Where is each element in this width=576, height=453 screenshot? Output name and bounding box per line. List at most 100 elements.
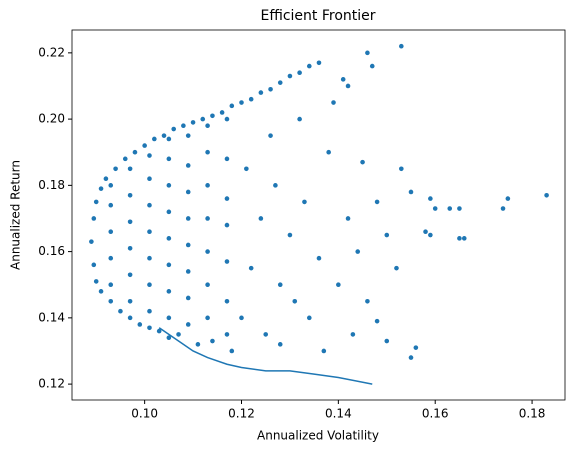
point xyxy=(432,206,438,211)
point xyxy=(219,110,225,115)
point xyxy=(302,199,307,205)
point xyxy=(500,206,506,211)
point xyxy=(350,332,356,337)
point xyxy=(147,325,152,331)
point xyxy=(268,86,273,92)
x-tick-label: 0.16 xyxy=(422,407,449,421)
point xyxy=(277,80,283,85)
point xyxy=(292,298,298,304)
point xyxy=(93,199,99,205)
point xyxy=(321,348,327,354)
point xyxy=(229,103,235,109)
point xyxy=(336,282,341,288)
point xyxy=(166,335,172,341)
point xyxy=(195,342,201,347)
point xyxy=(384,232,390,238)
point xyxy=(205,249,210,254)
y-tick-label: 0.12 xyxy=(38,377,65,391)
point xyxy=(205,282,210,288)
point xyxy=(457,206,462,211)
point xyxy=(171,126,176,132)
point xyxy=(147,308,152,314)
point xyxy=(147,202,152,208)
point xyxy=(185,189,191,195)
y-tick-label: 0.16 xyxy=(38,244,65,258)
point xyxy=(365,50,370,56)
point xyxy=(108,282,114,288)
point xyxy=(224,332,230,337)
point xyxy=(152,136,157,142)
point xyxy=(316,60,322,66)
point xyxy=(345,216,351,221)
point xyxy=(268,133,273,138)
point xyxy=(297,70,302,76)
point xyxy=(248,96,254,102)
x-axis-label: Annualized Volatility xyxy=(257,429,379,443)
x-tick-label: 0.18 xyxy=(519,407,546,421)
point xyxy=(244,166,249,172)
plot-frame xyxy=(71,29,566,401)
point xyxy=(166,236,172,241)
point xyxy=(185,133,191,138)
point xyxy=(89,239,94,244)
point xyxy=(166,209,172,215)
point xyxy=(166,183,172,188)
point xyxy=(384,338,390,344)
point xyxy=(98,289,104,294)
point xyxy=(118,308,123,314)
point xyxy=(326,149,331,155)
point xyxy=(127,315,133,321)
x-tick-label: 0.10 xyxy=(131,407,158,421)
point xyxy=(127,298,133,304)
point xyxy=(185,216,191,221)
point xyxy=(273,183,278,188)
y-tick-label: 0.20 xyxy=(38,112,65,126)
point xyxy=(108,229,114,235)
point xyxy=(147,282,152,288)
point xyxy=(224,222,230,228)
point xyxy=(205,123,210,129)
point xyxy=(200,116,206,122)
point xyxy=(132,149,138,155)
point xyxy=(176,332,181,337)
point xyxy=(185,269,191,274)
point xyxy=(340,77,346,82)
point xyxy=(113,166,118,172)
point xyxy=(248,265,254,271)
point xyxy=(263,332,269,337)
y-tick-label: 0.18 xyxy=(38,178,65,192)
point xyxy=(108,298,114,304)
point xyxy=(224,298,230,304)
point xyxy=(297,116,302,122)
point xyxy=(408,189,414,195)
y-tick-label: 0.14 xyxy=(38,310,65,324)
point xyxy=(360,159,365,165)
point xyxy=(306,63,312,69)
x-tick-label: 0.12 xyxy=(228,407,255,421)
point xyxy=(224,116,230,122)
point xyxy=(224,156,230,162)
point xyxy=(127,272,133,278)
point xyxy=(374,318,380,324)
point xyxy=(428,196,433,201)
point xyxy=(142,143,147,148)
point xyxy=(306,315,312,321)
point xyxy=(205,216,210,221)
point xyxy=(413,345,419,350)
point xyxy=(210,113,215,119)
point xyxy=(224,259,230,264)
point xyxy=(166,315,172,321)
x-tick-label: 0.14 xyxy=(325,407,352,421)
point xyxy=(147,229,152,235)
point xyxy=(258,90,264,95)
point xyxy=(91,262,97,268)
point xyxy=(108,255,114,261)
point xyxy=(205,315,210,321)
point xyxy=(277,282,283,288)
point xyxy=(544,192,549,198)
point xyxy=(365,298,370,304)
point xyxy=(91,216,97,221)
point xyxy=(166,262,172,268)
point xyxy=(205,149,210,155)
point xyxy=(355,249,361,254)
